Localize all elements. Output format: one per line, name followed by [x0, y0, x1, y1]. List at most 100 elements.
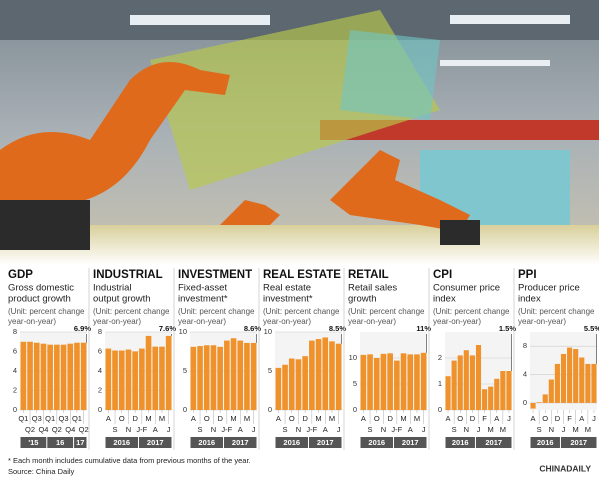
x-tick-label: M: [585, 425, 591, 434]
x-tick-label: Q2: [79, 425, 89, 434]
x-tick-label: O: [119, 414, 125, 423]
bar: [329, 341, 335, 410]
panel-subtitle: index: [433, 294, 456, 305]
bar: [27, 341, 33, 410]
bar: [165, 335, 172, 410]
bar: [60, 344, 67, 410]
x-tick-label: Q2: [52, 425, 62, 434]
year-box: [190, 437, 223, 448]
x-tick-label: J: [167, 425, 171, 434]
x-tick-label: A: [106, 414, 111, 423]
panel-title: GDP: [8, 269, 33, 281]
y-tick-label: 0: [98, 405, 102, 414]
y-tick-label: 6: [98, 346, 102, 355]
x-tick-label: O: [204, 414, 210, 423]
unit-note: year-on-year): [178, 317, 226, 326]
bar: [33, 342, 40, 410]
x-tick-label: Q1: [45, 414, 55, 423]
panel-subtitle: growth: [348, 294, 377, 305]
year-label: 2017: [232, 438, 249, 447]
x-tick-label: J: [592, 414, 596, 423]
x-tick-label: N: [126, 425, 131, 434]
footnote: * Each month includes cumulative data fr…: [8, 456, 251, 465]
x-tick-label: N: [211, 425, 216, 434]
bar: [579, 357, 585, 403]
y-tick-label: 2: [98, 385, 102, 394]
bar: [488, 386, 494, 410]
bar: [494, 378, 500, 410]
x-tick-label: M: [500, 425, 506, 434]
y-tick-label: 6: [13, 346, 17, 355]
bar: [500, 371, 506, 410]
bar: [250, 342, 257, 410]
panel-subtitle: Fixed-asset: [178, 283, 227, 294]
x-tick-label: Q3: [32, 414, 42, 423]
y-tick-label: 0: [523, 398, 527, 407]
panel-subtitle: Retail sales: [348, 283, 397, 294]
x-tick-label: O: [289, 414, 295, 423]
y-tick-label: 8: [98, 327, 102, 336]
year-label: 2016: [113, 438, 130, 447]
x-tick-label: M: [145, 414, 151, 423]
y-tick-label: 8: [13, 327, 17, 336]
x-tick-label: A: [191, 414, 196, 423]
x-tick-label: Q4: [65, 425, 75, 434]
bar: [282, 364, 288, 410]
year-label: 2016: [283, 438, 300, 447]
x-tick-label: N: [296, 425, 301, 434]
value-label: 1.5%: [499, 324, 516, 333]
bar: [573, 349, 579, 403]
bar: [152, 346, 159, 410]
year-label: 16: [56, 438, 64, 447]
panel-subtitle: Real estate: [263, 283, 311, 294]
bar: [132, 351, 138, 410]
x-tick-label: J-F: [391, 425, 402, 434]
unit-note: year-on-year): [348, 317, 396, 326]
x-tick-label: A: [361, 414, 366, 423]
x-tick-label: S: [113, 425, 118, 434]
bar: [105, 348, 112, 410]
bar: [475, 345, 482, 410]
unit-note: (Unit: percent change: [433, 307, 510, 316]
x-tick-label: S: [537, 425, 542, 434]
bar: [20, 341, 27, 410]
bar: [40, 343, 47, 410]
panel-title: INVESTMENT: [178, 269, 252, 281]
bar: [322, 337, 329, 410]
bar: [506, 371, 512, 410]
bar: [373, 358, 380, 410]
unit-note: (Unit: percent change: [348, 307, 425, 316]
year-label: '15: [28, 438, 38, 447]
bar: [420, 352, 427, 410]
unit-note: (Unit: percent change: [518, 307, 595, 316]
unit-note: year-on-year): [8, 317, 56, 326]
x-tick-label: Q4: [38, 425, 48, 434]
panel-title: REAL ESTATE: [263, 269, 341, 281]
y-tick-label: 0: [353, 405, 357, 414]
bar: [190, 346, 197, 410]
x-tick-label: S: [283, 425, 288, 434]
panel-subtitle: Gross domestic: [8, 283, 74, 294]
bar: [47, 344, 53, 410]
x-tick-label: D: [132, 414, 138, 423]
panel-subtitle: Industrial: [93, 283, 132, 294]
year-label: 2017: [147, 438, 164, 447]
panel-subtitle: output growth: [93, 294, 151, 305]
y-tick-label: 2: [438, 353, 442, 362]
unit-note: (Unit: percent change: [263, 307, 340, 316]
unit-note: year-on-year): [263, 317, 311, 326]
y-tick-label: 0: [438, 405, 442, 414]
year-box: [475, 437, 512, 448]
bar: [139, 348, 145, 410]
x-tick-label: D: [470, 414, 476, 423]
x-tick-label: D: [555, 414, 561, 423]
bar: [275, 367, 282, 410]
bar: [548, 379, 554, 403]
source: Source: China Daily: [8, 467, 75, 476]
x-tick-label: M: [244, 414, 250, 423]
year-box: [360, 437, 393, 448]
x-tick-label: D: [217, 414, 223, 423]
bar: [237, 340, 244, 410]
year-box: [445, 437, 475, 448]
x-tick-label: A: [323, 425, 328, 434]
